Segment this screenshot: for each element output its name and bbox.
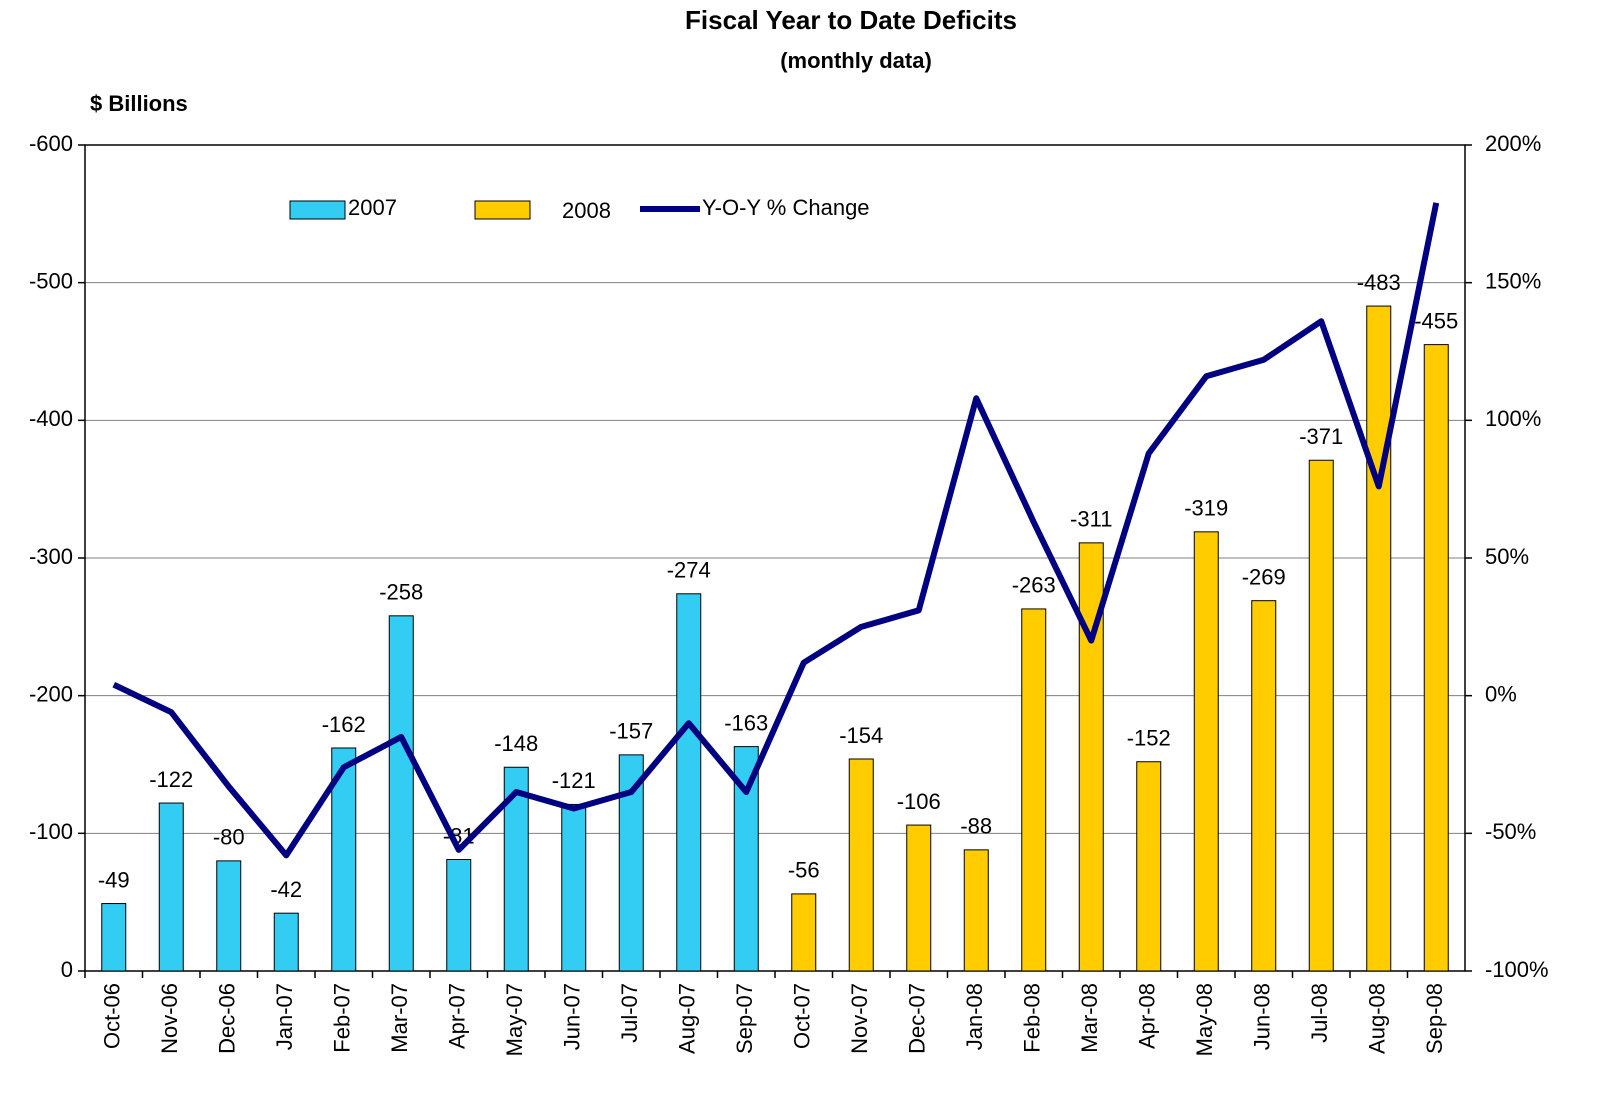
y-tick-label: -100: [29, 819, 73, 844]
line: [112, 202, 1440, 859]
y-tick-label: -500: [29, 268, 73, 293]
legend-label: 2007: [348, 195, 397, 220]
bar: [848, 758, 874, 972]
data-label: -258: [379, 580, 423, 605]
x-tick-label: Dec-06: [215, 983, 240, 1054]
y2-tick-label: -50%: [1485, 819, 1536, 844]
data-label: -121: [552, 768, 596, 793]
x-tick-label: Oct-07: [790, 983, 815, 1049]
bar: [1021, 608, 1047, 972]
data-label: -263: [1012, 573, 1056, 598]
legend-label: 2008: [562, 198, 611, 223]
y2-tick-label: 200%: [1485, 131, 1541, 156]
bar: [273, 912, 299, 972]
data-label: -154: [839, 723, 883, 748]
bar: [388, 615, 414, 972]
x-tick-label: Feb-07: [330, 983, 355, 1053]
bar: [1251, 600, 1277, 972]
x-tick-label: Aug-07: [675, 983, 700, 1054]
bar: [1136, 761, 1162, 972]
bar: [561, 803, 587, 972]
x-tick-label: May-07: [502, 983, 527, 1056]
x-tick-label: Nov-07: [847, 983, 872, 1054]
data-label: -311: [1070, 507, 1112, 532]
bar: [1366, 305, 1392, 972]
y2-tick-label: 0%: [1485, 681, 1517, 706]
bar: [676, 593, 702, 972]
bar: [1308, 459, 1334, 972]
data-label: -56: [788, 858, 820, 883]
data-label: -274: [667, 558, 711, 583]
legend-label: Y-O-Y % Change: [702, 195, 870, 220]
data-label: -49: [98, 867, 130, 892]
data-label: -152: [1127, 726, 1171, 751]
data-label: -80: [213, 825, 245, 850]
x-tick-label: May-08: [1192, 983, 1217, 1056]
bar: [101, 903, 127, 972]
data-label: -483: [1357, 270, 1401, 295]
x-tick-label: Jun-07: [560, 983, 585, 1050]
x-tick-label: Nov-06: [157, 983, 182, 1054]
x-tick-label: Sep-07: [732, 983, 757, 1054]
y2-tick-label: 50%: [1485, 544, 1529, 569]
x-tick-label: Mar-07: [387, 983, 412, 1053]
chart-title: Fiscal Year to Date Deficits: [685, 5, 1017, 35]
data-label: -88: [960, 814, 992, 839]
x-tick-label: Jan-08: [962, 983, 987, 1050]
data-label: -148: [494, 731, 538, 756]
x-tick-label: Mar-08: [1077, 983, 1102, 1053]
x-tick-label: Jun-08: [1250, 983, 1275, 1050]
bar: [216, 860, 242, 972]
bar: [446, 858, 472, 972]
bar: [963, 849, 989, 972]
data-label: -42: [270, 877, 302, 902]
y-tick-label: 0: [61, 957, 73, 982]
y-axis-label: $ Billions: [90, 91, 188, 116]
x-tick-label: Jul-08: [1307, 983, 1332, 1043]
x-tick-label: Sep-08: [1422, 983, 1447, 1054]
y2-tick-label: -100%: [1485, 957, 1549, 982]
x-tick-label: Aug-08: [1365, 983, 1390, 1054]
x-tick-label: Apr-08: [1135, 983, 1160, 1049]
chart-subtitle: (monthly data): [780, 48, 932, 73]
data-label: -106: [897, 789, 941, 814]
y2-tick-label: 100%: [1485, 406, 1541, 431]
data-label: -319: [1184, 496, 1228, 521]
data-label: -162: [322, 712, 366, 737]
legend-swatch: [474, 200, 531, 220]
data-label: -157: [609, 719, 653, 744]
x-tick-label: Feb-08: [1020, 983, 1045, 1053]
y-tick-label: -300: [29, 544, 73, 569]
data-label: -269: [1242, 564, 1286, 589]
bar: [1423, 344, 1449, 972]
bar: [158, 802, 184, 972]
data-label: -163: [724, 710, 768, 735]
data-label: -371: [1299, 424, 1343, 449]
bar: [618, 754, 644, 972]
x-tick-label: Apr-07: [445, 983, 470, 1049]
y-tick-label: -200: [29, 681, 73, 706]
x-tick-label: Jul-07: [617, 983, 642, 1043]
y2-tick-label: 150%: [1485, 268, 1541, 293]
y-tick-label: -600: [29, 131, 73, 156]
bar: [906, 824, 932, 972]
x-tick-label: Jan-07: [272, 983, 297, 1050]
bar: [1193, 531, 1219, 972]
y-tick-label: -400: [29, 406, 73, 431]
x-tick-label: Oct-06: [100, 983, 125, 1049]
legend-swatch: [289, 200, 346, 220]
bar: [791, 893, 817, 972]
data-label: -455: [1414, 308, 1458, 333]
x-tick-label: Dec-07: [905, 983, 930, 1054]
data-label: -122: [149, 767, 193, 792]
bar: [331, 747, 357, 972]
